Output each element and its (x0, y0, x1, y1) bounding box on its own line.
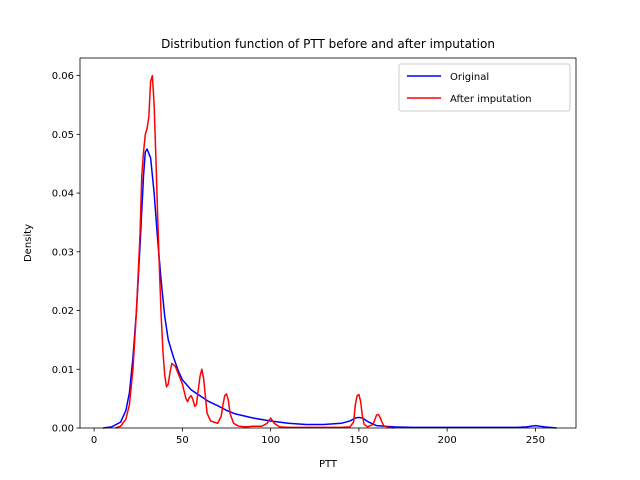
legend: Original After imputation (398, 63, 571, 112)
legend-label-original: Original (450, 72, 489, 83)
y-tick-label: 0.04 (52, 189, 74, 200)
series-line-original (102, 148, 557, 429)
chart-title: Distribution function of PTT before and … (161, 37, 495, 51)
legend-label-after-imputation: After imputation (450, 94, 532, 105)
plot-frame (79, 57, 577, 429)
y-tick-label: 0.00 (52, 424, 74, 435)
x-tick-label: 0 (91, 435, 97, 446)
x-axis-label: PTT (319, 459, 338, 470)
y-tick-label: 0.05 (52, 130, 74, 141)
x-tick-label: 100 (261, 435, 280, 446)
y-tick-label: 0.06 (52, 71, 74, 82)
y-tick-label: 0.01 (52, 365, 74, 376)
series-lines (102, 74, 557, 429)
x-tick-label: 150 (349, 435, 368, 446)
x-tick-label: 200 (438, 435, 457, 446)
legend-box (398, 63, 571, 112)
series-line-after-imputation (115, 74, 395, 429)
x-axis: 0 50 100 150 200 250 (91, 428, 545, 446)
x-tick-label: 250 (526, 435, 545, 446)
x-tick-label: 50 (176, 435, 189, 446)
y-tick-label: 0.03 (52, 247, 74, 258)
y-axis-label: Density (23, 224, 34, 262)
y-axis: 0.00 0.01 0.02 0.03 0.04 0.05 0.06 (52, 71, 80, 435)
y-tick-label: 0.02 (52, 306, 74, 317)
